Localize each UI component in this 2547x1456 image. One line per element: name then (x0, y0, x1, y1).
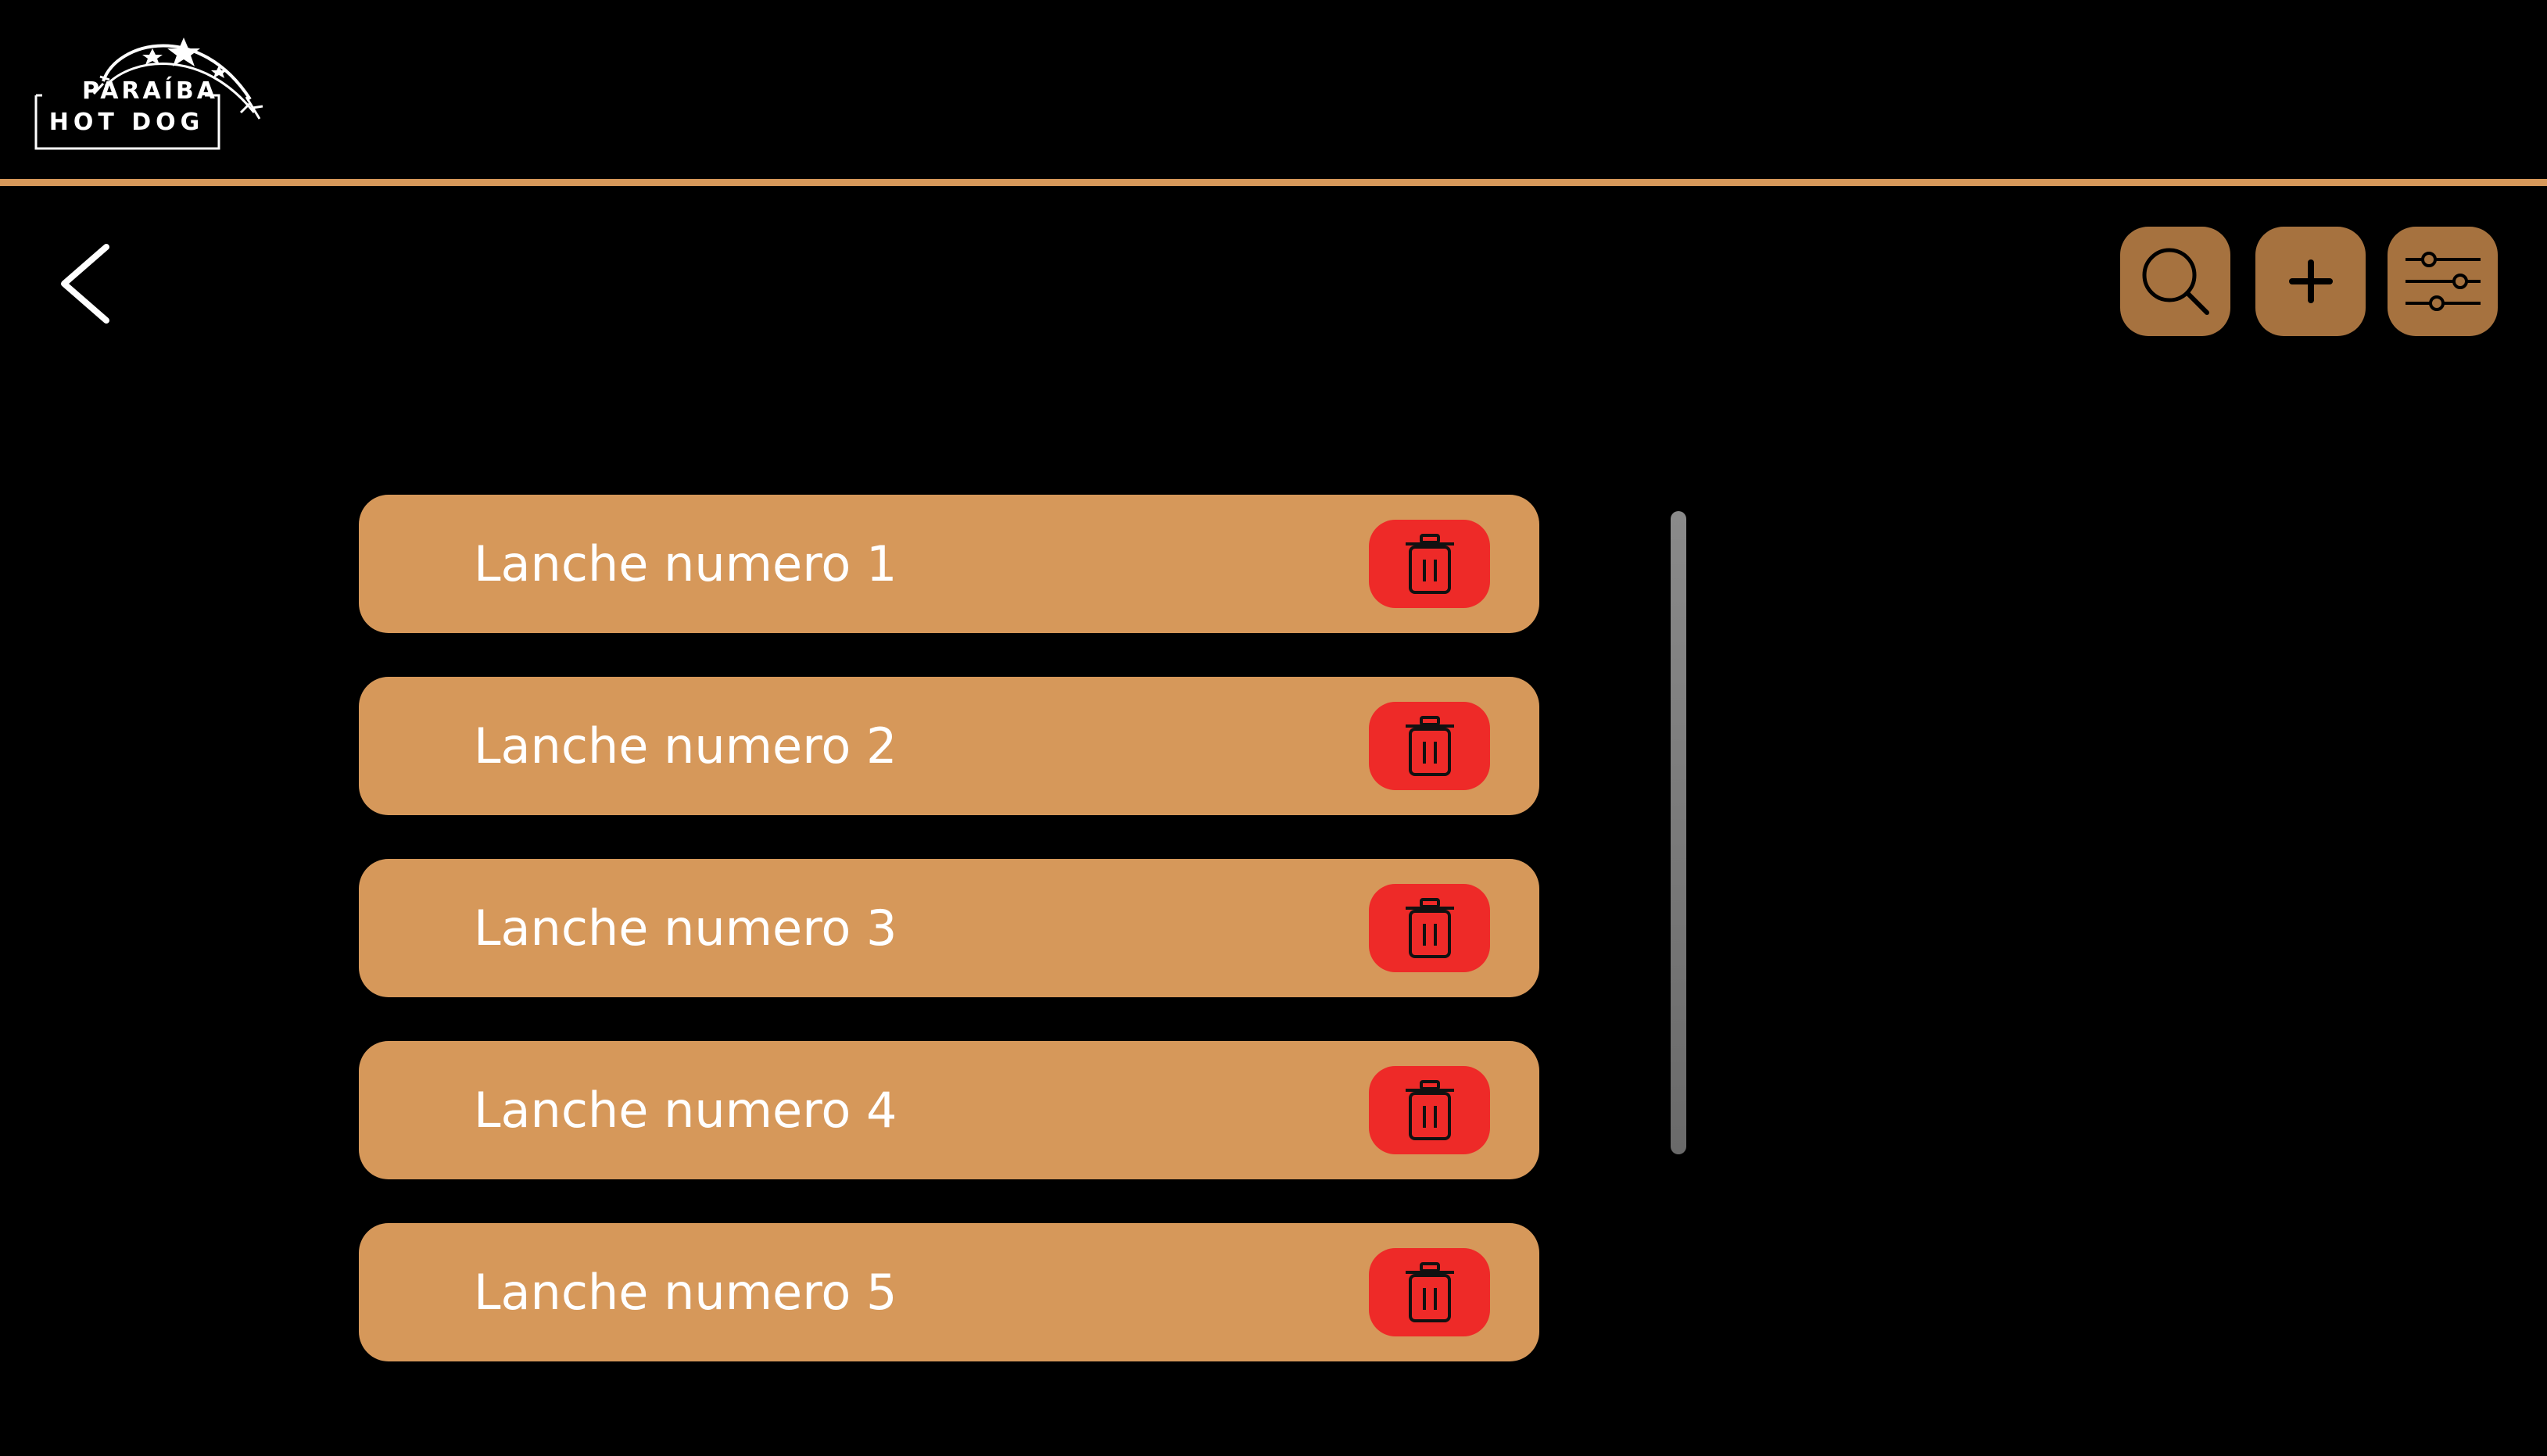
delete-button[interactable] (1369, 1066, 1490, 1154)
delete-button[interactable] (1369, 884, 1490, 972)
plus-icon (2288, 259, 2333, 303)
trash-icon (1405, 897, 1454, 958)
trash-icon (1405, 1261, 1454, 1322)
search-button[interactable] (2120, 227, 2230, 336)
list-item[interactable]: Lanche numero 4 (359, 1041, 1539, 1179)
list-scrollbar[interactable] (1671, 511, 1686, 1154)
trash-icon (1405, 1079, 1454, 1140)
sliders-icon (2405, 252, 2481, 311)
item-label: Lanche numero 3 (474, 900, 897, 957)
item-label: Lanche numero 2 (474, 717, 897, 775)
list-item[interactable]: Lanche numero 2 (359, 677, 1539, 815)
item-label: Lanche numero 5 (474, 1264, 897, 1321)
paraiba-hot-dog-logo: PARAÍBA HOT DOG (31, 25, 266, 154)
chevron-left-icon (61, 244, 109, 324)
back-button[interactable] (53, 241, 122, 327)
app-header: PARAÍBA HOT DOG (0, 0, 2547, 179)
list-item[interactable]: Lanche numero 5 (359, 1223, 1539, 1361)
header-divider (0, 179, 2547, 186)
item-label: Lanche numero 1 (474, 535, 897, 592)
add-button[interactable] (2255, 227, 2366, 336)
list-item[interactable]: Lanche numero 3 (359, 859, 1539, 997)
item-label: Lanche numero 4 (474, 1082, 897, 1139)
trash-icon (1405, 715, 1454, 776)
trash-icon (1405, 533, 1454, 594)
filter-button[interactable] (2388, 227, 2498, 336)
logo-title-bottom: HOT DOG (48, 109, 205, 136)
search-icon (2142, 248, 2209, 315)
logo-title-top: PARAÍBA (81, 77, 218, 105)
delete-button[interactable] (1369, 520, 1490, 608)
list-item[interactable]: Lanche numero 1 (359, 495, 1539, 633)
delete-button[interactable] (1369, 1248, 1490, 1336)
delete-button[interactable] (1369, 702, 1490, 790)
logo-graphic (34, 38, 263, 150)
